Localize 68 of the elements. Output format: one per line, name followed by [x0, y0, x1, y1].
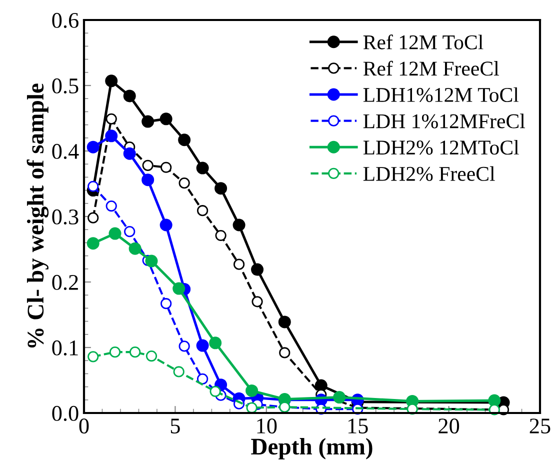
point — [251, 263, 264, 276]
point — [142, 115, 154, 128]
y-axis-title: % Cl- by weight of sample — [26, 84, 49, 348]
point — [106, 113, 117, 124]
point — [160, 218, 172, 232]
point — [160, 298, 172, 310]
legend-label: Ref 12M ToCl — [363, 34, 484, 50]
point — [178, 134, 191, 146]
point — [105, 130, 118, 142]
point — [142, 174, 154, 186]
point — [145, 254, 158, 268]
point — [210, 386, 221, 397]
point — [178, 178, 190, 189]
point — [128, 242, 142, 255]
y-tick-label: 0.4 — [52, 144, 79, 160]
point — [246, 402, 258, 414]
legend-label: LDH1%12M ToCl — [363, 87, 519, 102]
point — [86, 237, 100, 250]
x-tick-label: 15 — [348, 418, 368, 434]
x-tick-label: 0 — [79, 418, 89, 434]
y-tick-label: 0.1 — [52, 340, 78, 356]
point — [252, 296, 263, 308]
point — [215, 230, 226, 242]
point — [123, 147, 136, 160]
point — [109, 346, 121, 358]
legend-label: LDH2% FreeCl — [363, 166, 495, 181]
point — [279, 347, 290, 358]
point — [124, 226, 136, 238]
legend-label: Ref 12M FreeCl — [363, 60, 499, 76]
point — [278, 316, 291, 328]
point — [142, 160, 154, 171]
point — [333, 391, 346, 404]
point — [106, 200, 117, 212]
point — [232, 218, 246, 232]
point — [172, 282, 186, 295]
point — [130, 346, 141, 358]
point — [209, 336, 222, 350]
point — [160, 162, 172, 173]
y-tick-label: 0.2 — [52, 274, 78, 290]
x-axis-title: Depth (mm) — [251, 438, 372, 460]
point — [196, 162, 209, 174]
x-tick-label: 20 — [438, 418, 460, 434]
point — [88, 180, 99, 192]
y-tick-label: 0.3 — [52, 209, 78, 225]
point — [214, 182, 228, 195]
y-tick-label: 0.5 — [52, 78, 78, 94]
point — [88, 212, 99, 224]
point — [197, 205, 208, 216]
point — [108, 227, 122, 240]
y-tick-label: 0.0 — [52, 406, 78, 422]
x-tick-label: 5 — [170, 418, 180, 434]
point — [196, 339, 209, 352]
x-tick-label: 25 — [530, 418, 550, 434]
y-tick-label: 0.6 — [52, 12, 78, 28]
point — [178, 340, 190, 352]
point — [86, 140, 100, 154]
point — [146, 350, 158, 362]
legend-label: LDH2% 12MToCl — [363, 140, 519, 155]
point — [123, 90, 136, 102]
point — [160, 112, 172, 126]
point — [105, 74, 118, 88]
legend-label: LDH 1%12MFreCl — [363, 114, 525, 128]
point — [233, 258, 245, 270]
x-tick-label: 10 — [257, 418, 277, 434]
point — [197, 373, 208, 384]
point — [173, 366, 184, 378]
point — [88, 351, 99, 362]
point — [246, 384, 258, 397]
